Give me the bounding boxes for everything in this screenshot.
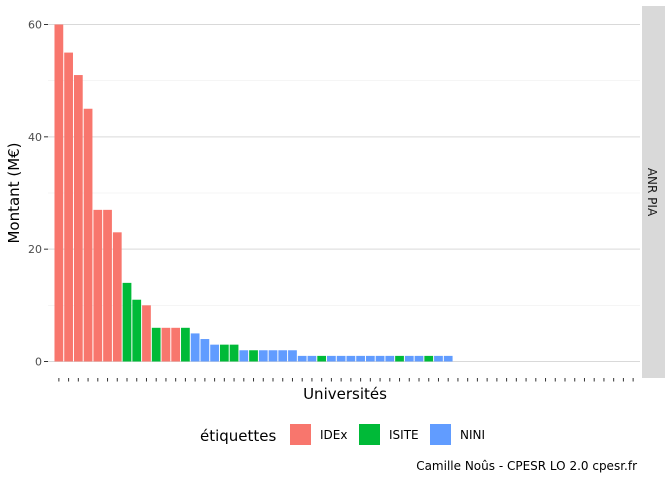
bar-nini (210, 344, 219, 362)
bar-idex (161, 327, 171, 362)
bar-isite (151, 327, 161, 362)
bar-nini (336, 355, 346, 362)
bar-idex (171, 327, 181, 362)
bar-nini (414, 355, 424, 362)
bar-idex (142, 305, 151, 362)
facet-strip: ANR PIA (642, 6, 665, 378)
bar-nini (327, 355, 336, 362)
bar-nini (404, 355, 414, 362)
bar-isite (249, 350, 258, 362)
bar-nini (443, 355, 453, 362)
x-axis-ticks (58, 378, 634, 382)
bar-nini (375, 355, 385, 362)
bar-nini (268, 350, 278, 362)
y-axis: 0 20 40 60 (28, 19, 48, 369)
bar-isite (132, 299, 142, 362)
bar-nini (200, 339, 210, 362)
legend-items: IDEx ISITE NINI (290, 424, 485, 445)
bar-nini (288, 350, 297, 362)
bar-idex (103, 209, 112, 362)
y-tick-label: 0 (35, 356, 42, 369)
legend-key-idex (290, 424, 311, 445)
legend-key-isite (359, 424, 380, 445)
legend-label-nini: NINI (460, 428, 485, 442)
bar-isite (219, 344, 229, 362)
bar-isite (181, 327, 190, 362)
facet-strip-background (642, 6, 665, 378)
bar-nini (258, 350, 268, 362)
bars-group (54, 24, 453, 362)
legend-label-idex: IDEx (320, 428, 347, 442)
bar-isite (424, 355, 434, 362)
bar-isite (395, 355, 404, 362)
bar-isite (317, 355, 327, 362)
bar-nini (190, 333, 200, 362)
bar-idex (54, 24, 64, 362)
bar-idex (64, 52, 73, 362)
bar-nini (239, 350, 249, 362)
bar-nini (278, 350, 288, 362)
legend: étiquettes IDEx ISITE NINI (200, 424, 485, 445)
bar-isite (122, 282, 132, 362)
legend-label-isite: ISITE (389, 428, 419, 442)
x-axis-title: Universités (303, 385, 387, 403)
legend-key-nini (430, 424, 451, 445)
bar-isite (229, 344, 239, 362)
legend-title: étiquettes (200, 427, 277, 445)
bar-nini (385, 355, 395, 362)
y-tick-label: 60 (28, 19, 42, 32)
bar-nini (307, 355, 317, 362)
y-tick-label: 20 (28, 243, 42, 256)
bar-idex (112, 232, 122, 362)
bar-idex (93, 209, 103, 362)
bar-nini (356, 355, 365, 362)
bar-nini (365, 355, 375, 362)
bar-idex (83, 108, 93, 362)
y-tick-label: 40 (28, 131, 42, 144)
bar-idex (73, 75, 83, 362)
bar-nini (434, 355, 443, 362)
caption: Camille Noûs - CPESR LO 2.0 cpesr.fr (416, 459, 637, 473)
facet-strip-label: ANR PIA (645, 168, 659, 217)
bar-nini (297, 355, 307, 362)
y-axis-title: Montant (M€) (5, 142, 23, 243)
bar-nini (346, 355, 356, 362)
